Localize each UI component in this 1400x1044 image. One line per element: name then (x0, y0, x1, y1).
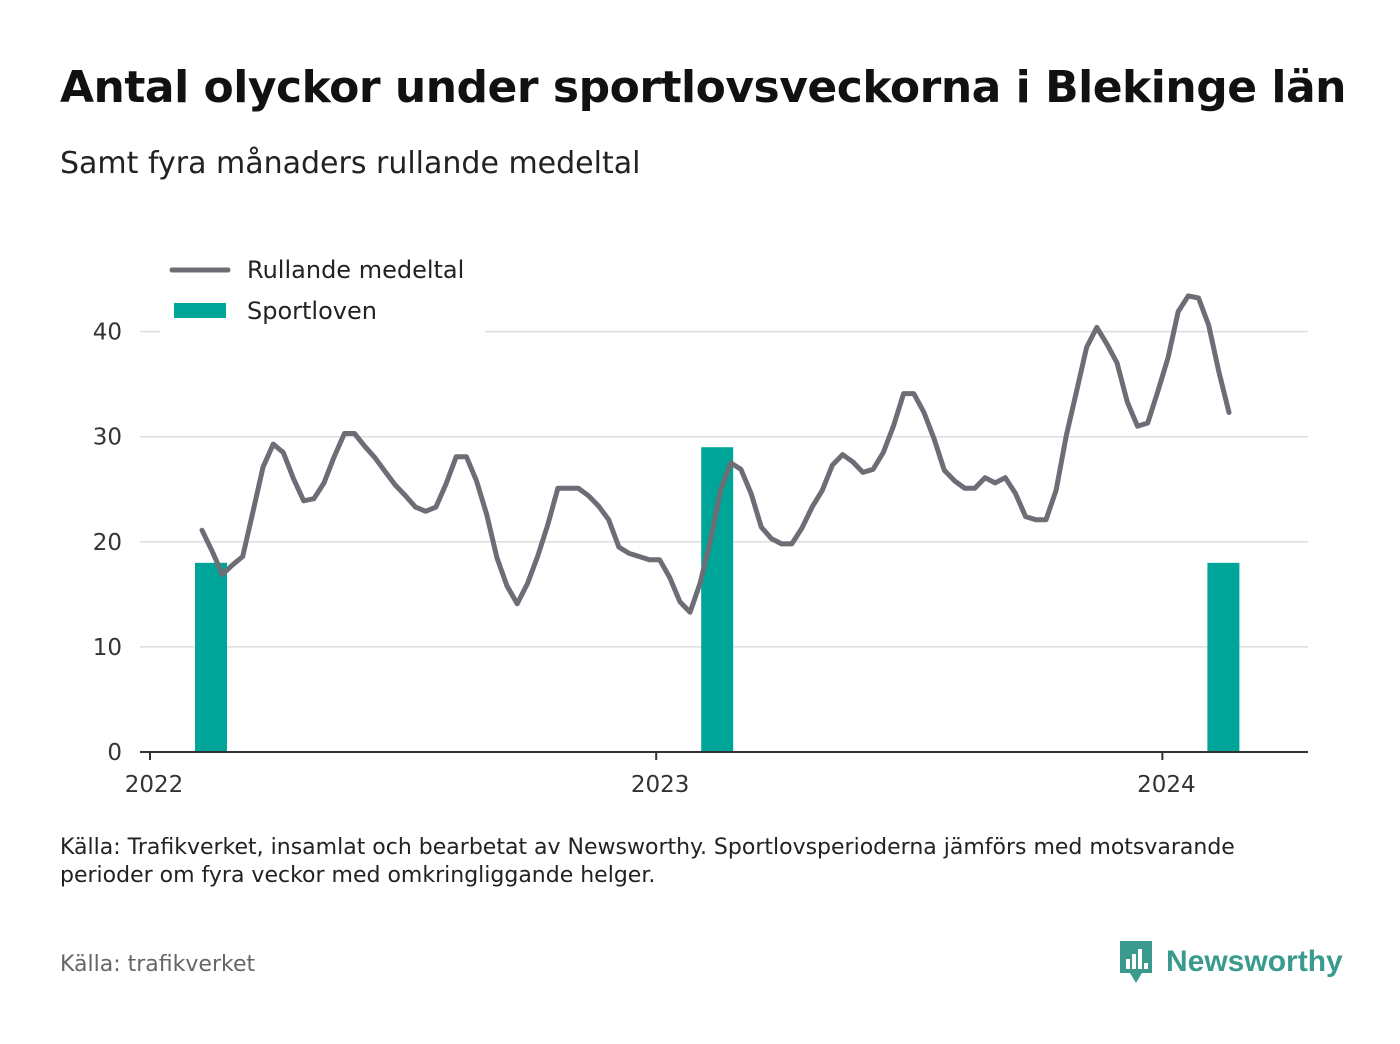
line-group (199, 293, 1232, 615)
legend-label-bar: Sportloven (247, 297, 377, 325)
y-tick-label: 0 (107, 740, 122, 766)
bar (195, 562, 228, 752)
legend-label-line: Rullande medeltal (247, 256, 464, 284)
bar (701, 447, 734, 752)
y-tick-label: 10 (93, 635, 122, 661)
x-tick-label: 2024 (1137, 772, 1196, 798)
brand-name: Newsworthy (1166, 945, 1343, 978)
legend-bar-swatch (174, 303, 226, 318)
legend: Rullande medeltal Sportloven (160, 252, 485, 334)
chart-title: Antal olyckor under sportlovsveckorna i … (60, 62, 1346, 113)
x-tick-label: 2022 (125, 772, 184, 798)
bars-group (195, 447, 1240, 752)
bar (1207, 562, 1240, 752)
y-tick-label: 30 (93, 425, 122, 451)
y-tick-label: 40 (93, 320, 122, 346)
line-series (199, 293, 1232, 615)
source-text: Källa: trafikverket (60, 952, 256, 977)
newsworthy-icon (1120, 941, 1152, 983)
brand-logo: Newsworthy (1118, 938, 1343, 986)
axes-group: 0 10 20 30 40 2022 2023 2024 (93, 320, 1308, 798)
legend-background (160, 252, 485, 334)
chart-area: 0 10 20 30 40 2022 2023 2024 Rullande medeltal … (92, 252, 1308, 798)
y-tick-label: 20 (93, 530, 122, 556)
chart-note: Källa: Trafikverket, insamlat och bearbe… (60, 835, 1235, 888)
chart-subtitle: Samt fyra månaders rullande medeltal (60, 146, 641, 181)
x-tick-label: 2023 (631, 772, 690, 798)
